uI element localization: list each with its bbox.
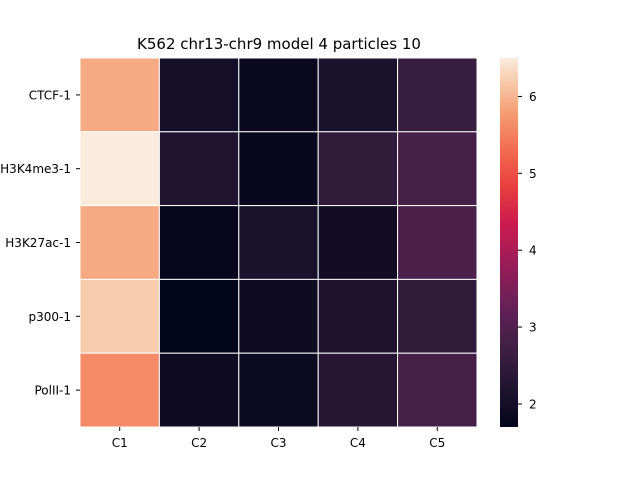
- heatmap-cell: [79, 57, 160, 133]
- heatmap-cell: [397, 57, 478, 133]
- heatmap-cell: [238, 278, 319, 354]
- heatmap-cell: [79, 278, 160, 354]
- row-label: PolII-1: [34, 384, 71, 398]
- column-label: C5: [429, 436, 445, 450]
- heatmap-cell: [317, 205, 399, 280]
- row-label: CTCF-1: [29, 88, 71, 102]
- column-label: C4: [350, 436, 366, 450]
- heatmap-cell: [158, 131, 240, 207]
- heatmap-cell: [158, 278, 240, 354]
- heatmap-cell: [158, 352, 240, 428]
- heatmap-cell: [397, 205, 478, 280]
- heatmap-cells: [79, 57, 478, 428]
- column-label: C1: [112, 436, 128, 450]
- heatmap-cell: [79, 352, 160, 428]
- heatmap-cell: [238, 205, 319, 280]
- heatmap-cell: [238, 352, 319, 428]
- heatmap-cell: [317, 278, 399, 354]
- row-labels: CTCF-1 H3K4me3-1 H3K27ac-1 p300-1 PolII-1: [0, 88, 80, 398]
- colorbar-tick-label: 4: [529, 244, 537, 258]
- heatmap-cell: [238, 131, 319, 207]
- column-labels: C1 C2 C3 C4 C5: [112, 427, 445, 450]
- heatmap-cell: [158, 205, 240, 280]
- colorbar-tick-label: 3: [529, 321, 537, 335]
- heatmap-cell: [79, 131, 160, 207]
- heatmap-cell: [238, 57, 319, 133]
- heatmap-cell: [397, 352, 478, 428]
- row-label: H3K27ac-1: [5, 236, 71, 250]
- column-label: C3: [270, 436, 286, 450]
- heatmap-cell: [317, 57, 399, 133]
- heatmap-cell: [397, 278, 478, 354]
- colorbar-gradient: [500, 58, 518, 427]
- row-label: H3K4me3-1: [0, 162, 71, 176]
- heatmap-cell: [158, 57, 240, 133]
- heatmap-cell: [397, 131, 478, 207]
- column-label: C2: [191, 436, 207, 450]
- colorbar-tick-label: 5: [529, 167, 537, 181]
- chart-title: K562 chr13-chr9 model 4 particles 10: [137, 35, 421, 53]
- colorbar-tick-label: 6: [529, 90, 537, 104]
- row-label: p300-1: [29, 310, 72, 324]
- colorbar: 2 3 4 5 6: [500, 58, 537, 427]
- colorbar-tick-label: 2: [529, 397, 537, 411]
- heatmap-cell: [317, 352, 399, 428]
- heatmap-cell: [79, 205, 160, 280]
- heatmap-cell: [317, 131, 399, 207]
